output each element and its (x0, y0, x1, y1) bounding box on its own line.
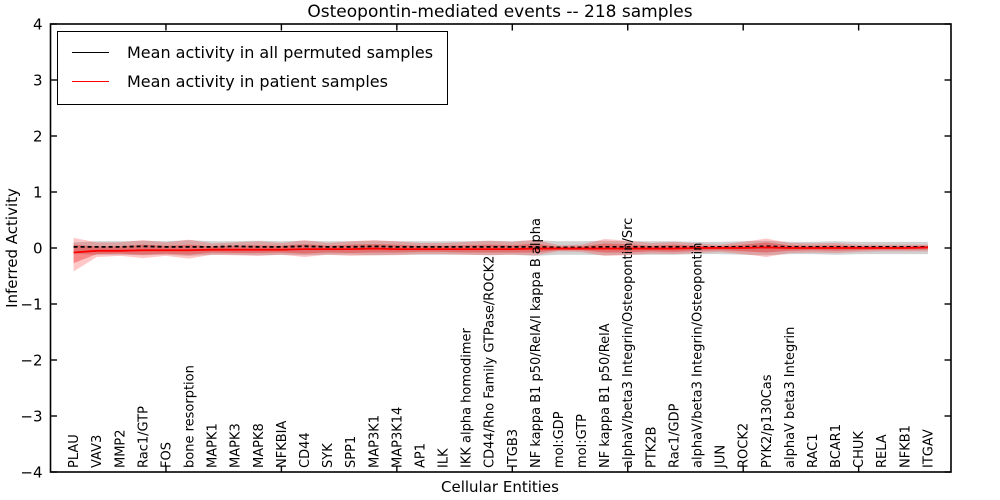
x-category-label: alphaV/beta3 Integrin/Osteopontin/Src (621, 218, 636, 468)
permuted-range-band (73, 240, 928, 256)
x-category-label: CHUK (852, 431, 867, 468)
legend-label: Mean activity in patient samples (127, 72, 388, 91)
x-category-label: MAPK8 (252, 423, 267, 468)
x-category-label: ITGAV (921, 429, 936, 468)
chart-title: Osteopontin-mediated events -- 218 sampl… (307, 2, 693, 22)
x-category-label: CD44 (298, 432, 313, 468)
x-category-label: VAV3 (90, 435, 105, 468)
x-category-label: ROCK2 (737, 423, 752, 468)
y-tick-label: −2 (20, 352, 42, 370)
x-category-label: RELA (875, 434, 890, 468)
y-tick-label: −1 (20, 296, 42, 314)
x-category-label: MAPK1 (206, 423, 221, 468)
x-category-label: BCAR1 (829, 424, 844, 468)
x-category-label: JUN (714, 445, 729, 469)
x-category-label: bone resorption (183, 365, 198, 468)
x-category-label: NF kappa B1 p50/RelA (598, 323, 613, 468)
legend-label: Mean activity in all permuted samples (127, 43, 434, 62)
y-axis-label: Inferred Activity (3, 188, 21, 308)
x-category-label: Rac1/GTP (136, 406, 151, 468)
x-category-label: MAP3K1 (367, 415, 382, 468)
y-tick-label: −4 (20, 464, 42, 482)
x-category-label: IKK alpha homodimer (460, 327, 475, 468)
x-category-label: PTK2B (644, 427, 659, 469)
x-category-label: NFKBIA (275, 421, 290, 468)
x-category-label: MMP2 (113, 429, 128, 468)
x-category-label: alphaV beta3 Integrin (783, 327, 798, 468)
x-category-label: SYK (321, 443, 336, 468)
series-line (73, 245, 928, 249)
y-tick-label: −3 (20, 408, 42, 426)
legend-item-permuted: Mean activity in all permuted samples (70, 38, 433, 67)
x-category-label: NFKB1 (898, 425, 913, 468)
legend: Mean activity in all permuted samples Me… (57, 31, 449, 105)
y-tick-label: 4 (33, 16, 43, 34)
y-tick-label: 2 (33, 128, 43, 146)
x-category-label: PYK2/p130Cas (760, 374, 775, 468)
x-category-label: alphaV/beta3 Integrin/Osteopontin (691, 243, 706, 468)
series-line (73, 246, 928, 254)
x-category-label: mol:GTP (575, 414, 590, 468)
permuted-line-swatch (72, 52, 109, 53)
x-axis-label: Cellular Entities (441, 478, 559, 496)
x-category-label: AP1 (413, 443, 428, 468)
x-category-label: Rac1/GDP (667, 403, 682, 468)
legend-item-patient: Mean activity in patient samples (70, 67, 433, 96)
y-tick-label: 0 (33, 240, 43, 258)
x-category-label: FOS (159, 442, 174, 468)
x-category-label: PLAU (67, 434, 82, 468)
x-category-label: mol:GDP (552, 411, 567, 468)
y-tick-label: 3 (33, 72, 43, 90)
x-category-label: NF kappa B1 p50/RelA/I kappa B alpha (529, 218, 544, 468)
x-category-label: CD44/Rho Family GTPase/ROCK2 (483, 256, 498, 468)
y-tick-label: 1 (33, 184, 43, 202)
x-category-label: MAPK3 (229, 423, 244, 468)
x-category-label: SPP1 (344, 436, 359, 468)
x-category-label: ILK (437, 448, 452, 468)
patient-line-swatch (72, 81, 109, 82)
x-category-label: ITGB3 (506, 429, 521, 468)
x-category-label: MAP3K14 (390, 407, 405, 468)
x-category-label: RAC1 (806, 433, 821, 468)
